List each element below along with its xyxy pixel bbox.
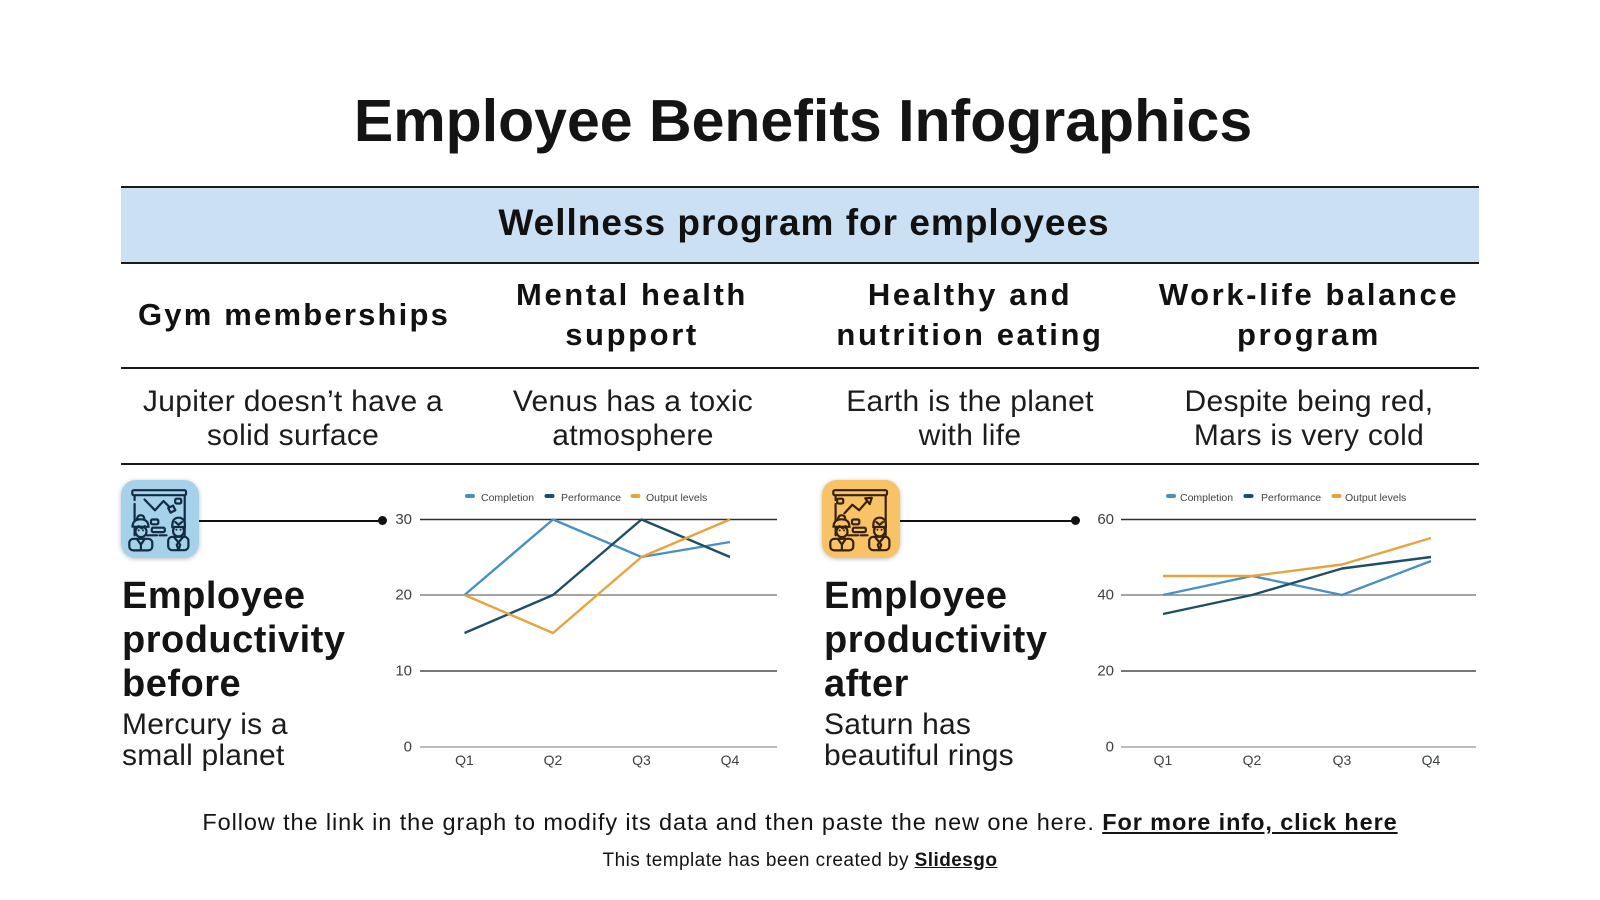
svg-text:Performance: Performance: [1261, 492, 1321, 504]
svg-text:Q1: Q1: [1154, 752, 1173, 768]
svg-text:Q4: Q4: [721, 752, 740, 768]
svg-text:Performance: Performance: [561, 492, 621, 504]
svg-text:0: 0: [404, 739, 412, 756]
svg-text:Q3: Q3: [1333, 752, 1352, 768]
svg-text:Q4: Q4: [1422, 752, 1441, 768]
svg-text:Q2: Q2: [1243, 752, 1262, 768]
svg-text:0: 0: [1106, 739, 1114, 756]
svg-text:Q1: Q1: [455, 752, 474, 768]
svg-text:Completion: Completion: [1180, 492, 1233, 504]
svg-text:Output levels: Output levels: [646, 492, 707, 504]
svg-text:20: 20: [1097, 663, 1114, 680]
svg-text:Q3: Q3: [632, 752, 651, 768]
svg-text:20: 20: [395, 587, 412, 604]
svg-text:Completion: Completion: [481, 492, 534, 504]
svg-text:Q2: Q2: [544, 752, 563, 768]
svg-text:60: 60: [1097, 511, 1114, 528]
svg-text:10: 10: [395, 663, 412, 680]
svg-text:Output levels: Output levels: [1345, 492, 1406, 504]
svg-text:30: 30: [395, 511, 412, 528]
svg-text:40: 40: [1097, 587, 1114, 604]
